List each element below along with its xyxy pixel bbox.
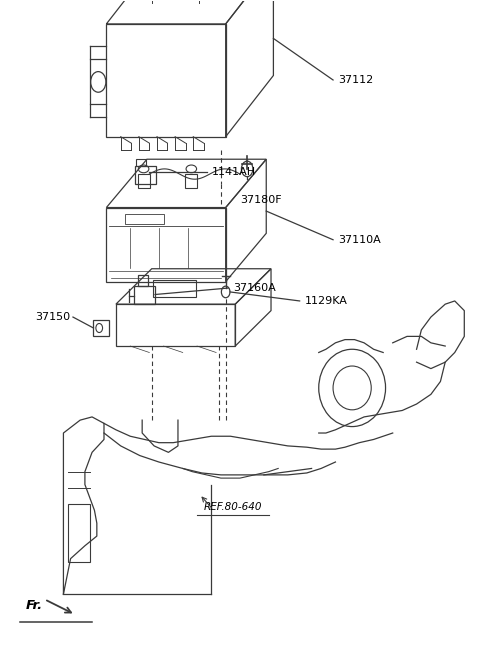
Text: 37150: 37150 <box>36 312 71 322</box>
Text: 37112: 37112 <box>338 75 373 85</box>
Text: 37160A: 37160A <box>233 283 276 293</box>
Bar <box>153 280 196 296</box>
Bar <box>136 159 145 166</box>
Bar <box>125 214 164 224</box>
Bar <box>94 320 109 336</box>
Text: 37180F: 37180F <box>240 195 282 204</box>
Bar <box>138 274 148 286</box>
Bar <box>107 208 226 281</box>
Bar <box>135 166 156 184</box>
Bar <box>185 174 197 188</box>
Text: 1129KA: 1129KA <box>304 296 348 306</box>
Text: Fr.: Fr. <box>25 598 42 611</box>
Bar <box>133 286 155 304</box>
Text: REF.80-640: REF.80-640 <box>204 502 262 512</box>
Bar <box>138 174 150 188</box>
Bar <box>68 504 90 562</box>
Text: 1141AH: 1141AH <box>211 167 255 177</box>
Text: 37110A: 37110A <box>338 235 381 245</box>
